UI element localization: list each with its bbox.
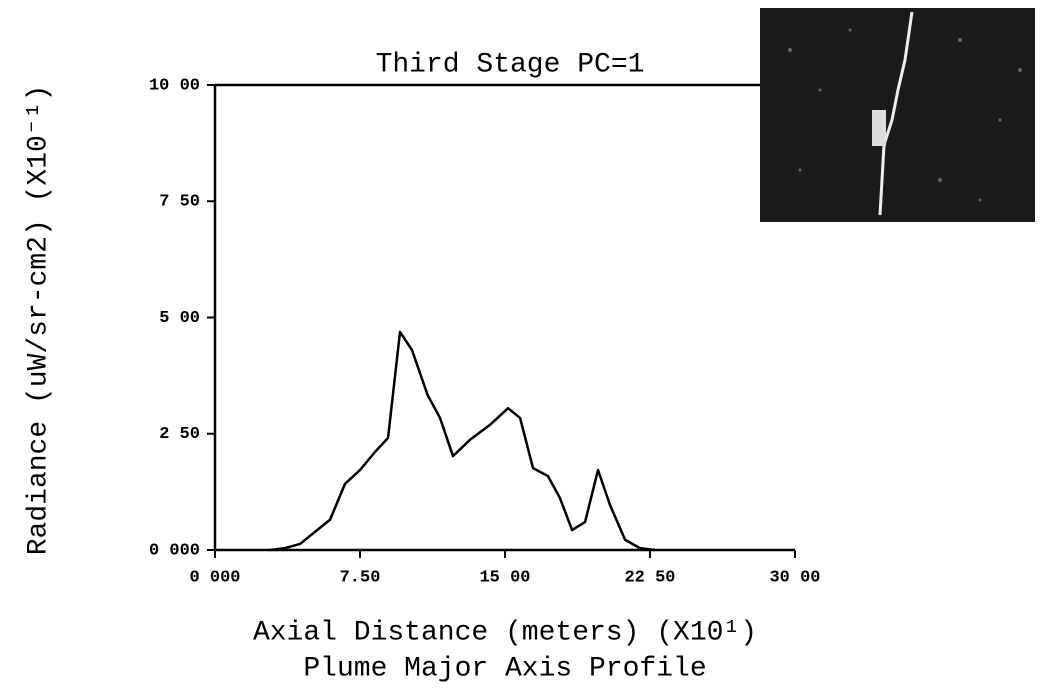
y-tick-label: 10 00	[149, 76, 200, 95]
y-tick-label: 2 50	[159, 425, 200, 444]
y-axis-label: Radiance (uW/sr-cm2) (X10⁻¹)	[23, 85, 54, 556]
inset-background	[760, 8, 1035, 222]
inset-image	[760, 8, 1035, 222]
chart-subtitle: Plume Major Axis Profile	[303, 653, 706, 684]
x-tick-label: 22 50	[624, 568, 675, 587]
inset-streak	[878, 11, 914, 216]
x-axis-label: Axial Distance (meters) (X10¹)	[253, 617, 757, 648]
data-line	[269, 330, 656, 552]
x-tick-label: 30 00	[769, 568, 820, 587]
chart-title: Third Stage PC=1	[376, 49, 645, 80]
x-tick-label: 15 00	[479, 568, 530, 587]
y-tick-label: 7 50	[159, 193, 200, 212]
x-tick-label: 7.50	[340, 568, 381, 587]
x-tick-label: 0 000	[189, 568, 240, 587]
inset-noise	[788, 28, 1022, 202]
inset-bright	[872, 110, 886, 146]
y-tick-label: 5 00	[159, 309, 200, 328]
y-tick-label: 0 000	[149, 541, 200, 560]
